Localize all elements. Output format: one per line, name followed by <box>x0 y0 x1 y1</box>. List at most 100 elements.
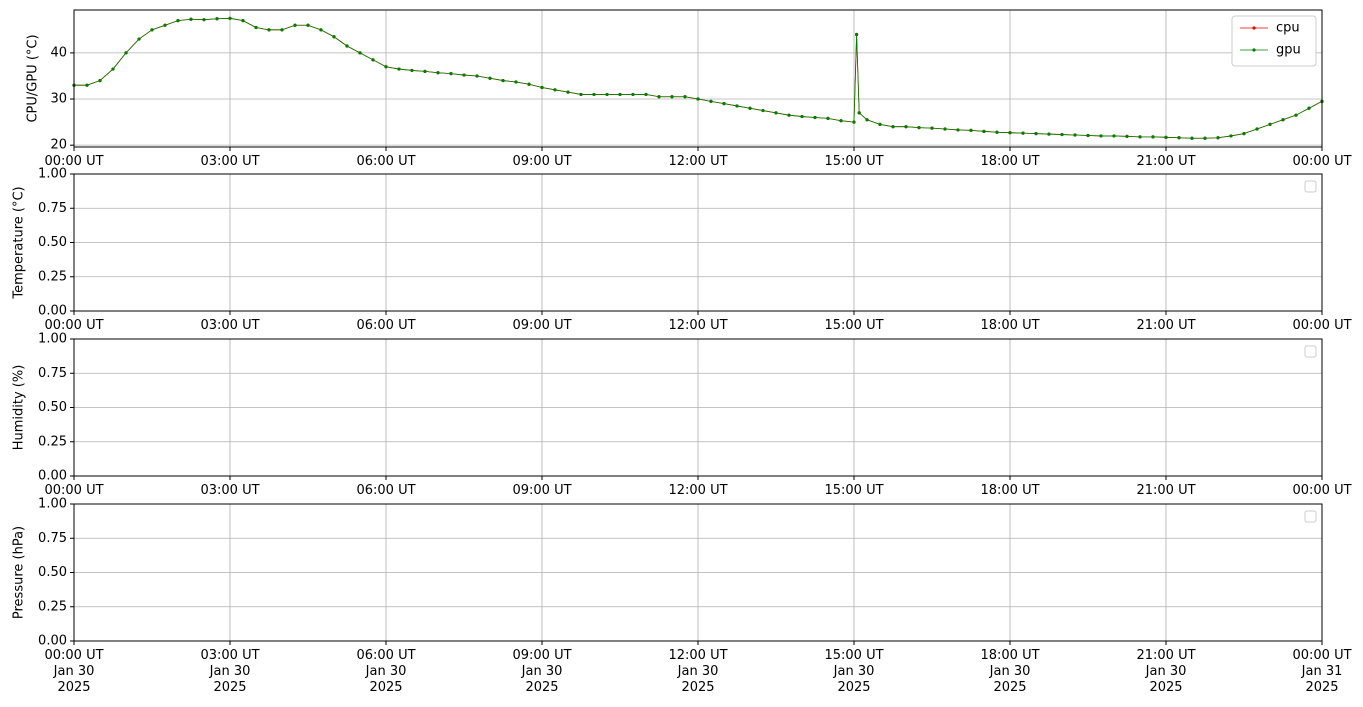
x-tick-label: 00:00 UT <box>44 154 104 169</box>
y-tick-label: 0.00 <box>38 469 67 484</box>
y-axis-label: Humidity (%) <box>12 365 27 451</box>
series-marker <box>462 73 466 77</box>
x-tick-label: 12:00 UT Jan 30 2025 <box>668 648 728 695</box>
series-marker <box>1151 135 1155 139</box>
series-marker <box>410 68 414 73</box>
legend-box <box>1304 345 1317 358</box>
legend-label: cpu <box>1276 21 1300 36</box>
y-axis-label: Temperature (°C) <box>12 186 27 299</box>
series-marker <box>1307 106 1311 110</box>
series-marker <box>397 67 401 71</box>
x-tick-label: 03:00 UT <box>200 483 260 498</box>
series-marker <box>1099 134 1103 138</box>
x-tick-label: 15:00 UT Jan 30 2025 <box>824 648 884 695</box>
series-marker <box>1229 134 1233 138</box>
x-tick-label: 21:00 UT <box>1136 483 1196 498</box>
x-tick-label: 00:00 UT Jan 31 2025 <box>1292 648 1352 695</box>
series-marker <box>384 65 388 69</box>
series-marker <box>982 129 986 133</box>
y-axis-label: Pressure (hPa) <box>12 526 27 619</box>
series-marker <box>1164 135 1168 139</box>
y-tick-label: 0.00 <box>38 304 67 319</box>
y-tick-label: 40 <box>50 45 67 60</box>
x-tick-label: 15:00 UT <box>824 318 884 333</box>
series-marker <box>501 78 505 83</box>
series-marker <box>241 19 245 23</box>
x-tick-label: 21:00 UT <box>1136 318 1196 333</box>
y-tick-label: 0.75 <box>38 531 67 546</box>
y-tick-label: 0.50 <box>38 235 67 250</box>
x-tick-label: 03:00 UT <box>200 154 260 169</box>
series-marker <box>1203 136 1207 140</box>
series-marker <box>857 111 861 115</box>
x-tick-label: 12:00 UT <box>668 154 728 169</box>
series-marker <box>228 16 232 20</box>
series-marker <box>1138 135 1142 139</box>
x-tick-label: 18:00 UT <box>980 483 1040 498</box>
series-marker <box>124 51 128 55</box>
y-axis-label: CPU/GPU (°C) <box>26 34 41 122</box>
series-marker <box>1177 136 1181 140</box>
series-marker <box>696 97 700 101</box>
legend-box <box>1304 510 1317 523</box>
x-tick-label: 12:00 UT <box>668 318 728 333</box>
series-marker <box>865 118 869 122</box>
series-marker <box>631 92 635 97</box>
series-marker <box>293 23 297 27</box>
series-marker <box>566 90 570 94</box>
series-marker <box>1034 132 1038 136</box>
legend-box <box>1231 15 1317 67</box>
series-marker <box>1073 133 1077 137</box>
series-marker <box>644 92 648 97</box>
y-tick-label: 0.25 <box>38 434 67 449</box>
axes-frame <box>73 9 1323 148</box>
series-marker <box>683 95 687 99</box>
series-marker <box>943 127 947 131</box>
y-tick-label: 1.00 <box>38 497 67 512</box>
series-marker <box>904 125 908 129</box>
series-marker <box>111 67 115 71</box>
series-marker <box>98 78 102 83</box>
series-marker <box>254 25 258 30</box>
legend-marker <box>1252 48 1256 52</box>
x-tick-label: 03:00 UT <box>200 318 260 333</box>
series-marker <box>787 113 791 117</box>
y-tick-label: 0.25 <box>38 599 67 614</box>
x-tick-label: 21:00 UT <box>1136 154 1196 169</box>
x-tick-label: 09:00 UT <box>512 318 572 333</box>
y-tick-label: 0.75 <box>38 201 67 216</box>
series-marker <box>956 128 960 132</box>
x-tick-label: 00:00 UT Jan 30 2025 <box>44 648 104 695</box>
x-tick-label: 21:00 UT Jan 30 2025 <box>1136 648 1196 695</box>
series-marker <box>878 122 882 126</box>
series-marker <box>423 69 427 73</box>
series-marker <box>891 125 895 129</box>
x-tick-label: 06:00 UT <box>356 318 416 333</box>
series-marker <box>527 82 531 86</box>
x-tick-label: 00:00 UT <box>44 483 104 498</box>
axes-frame <box>73 503 1323 642</box>
x-tick-label: 18:00 UT <box>980 154 1040 169</box>
y-tick-label: 20 <box>50 138 67 153</box>
series-marker <box>748 106 752 110</box>
series-marker <box>722 102 726 106</box>
x-tick-label: 00:00 UT <box>1292 483 1352 498</box>
series-marker <box>1268 122 1272 126</box>
series-marker <box>735 104 739 108</box>
axes-frame <box>73 173 1323 312</box>
series-marker <box>618 92 622 97</box>
y-tick-label: 1.00 <box>38 332 67 347</box>
series-marker <box>1216 136 1220 140</box>
series-marker <box>267 28 271 32</box>
series-marker <box>488 76 492 80</box>
series-marker <box>709 99 713 103</box>
series-marker <box>1125 134 1129 138</box>
series-marker <box>1047 132 1051 136</box>
series-marker <box>1242 132 1246 136</box>
series-marker <box>176 19 180 23</box>
series-marker <box>137 37 141 41</box>
series-marker <box>332 35 336 39</box>
series-marker <box>306 23 310 27</box>
series-marker <box>1060 132 1064 137</box>
